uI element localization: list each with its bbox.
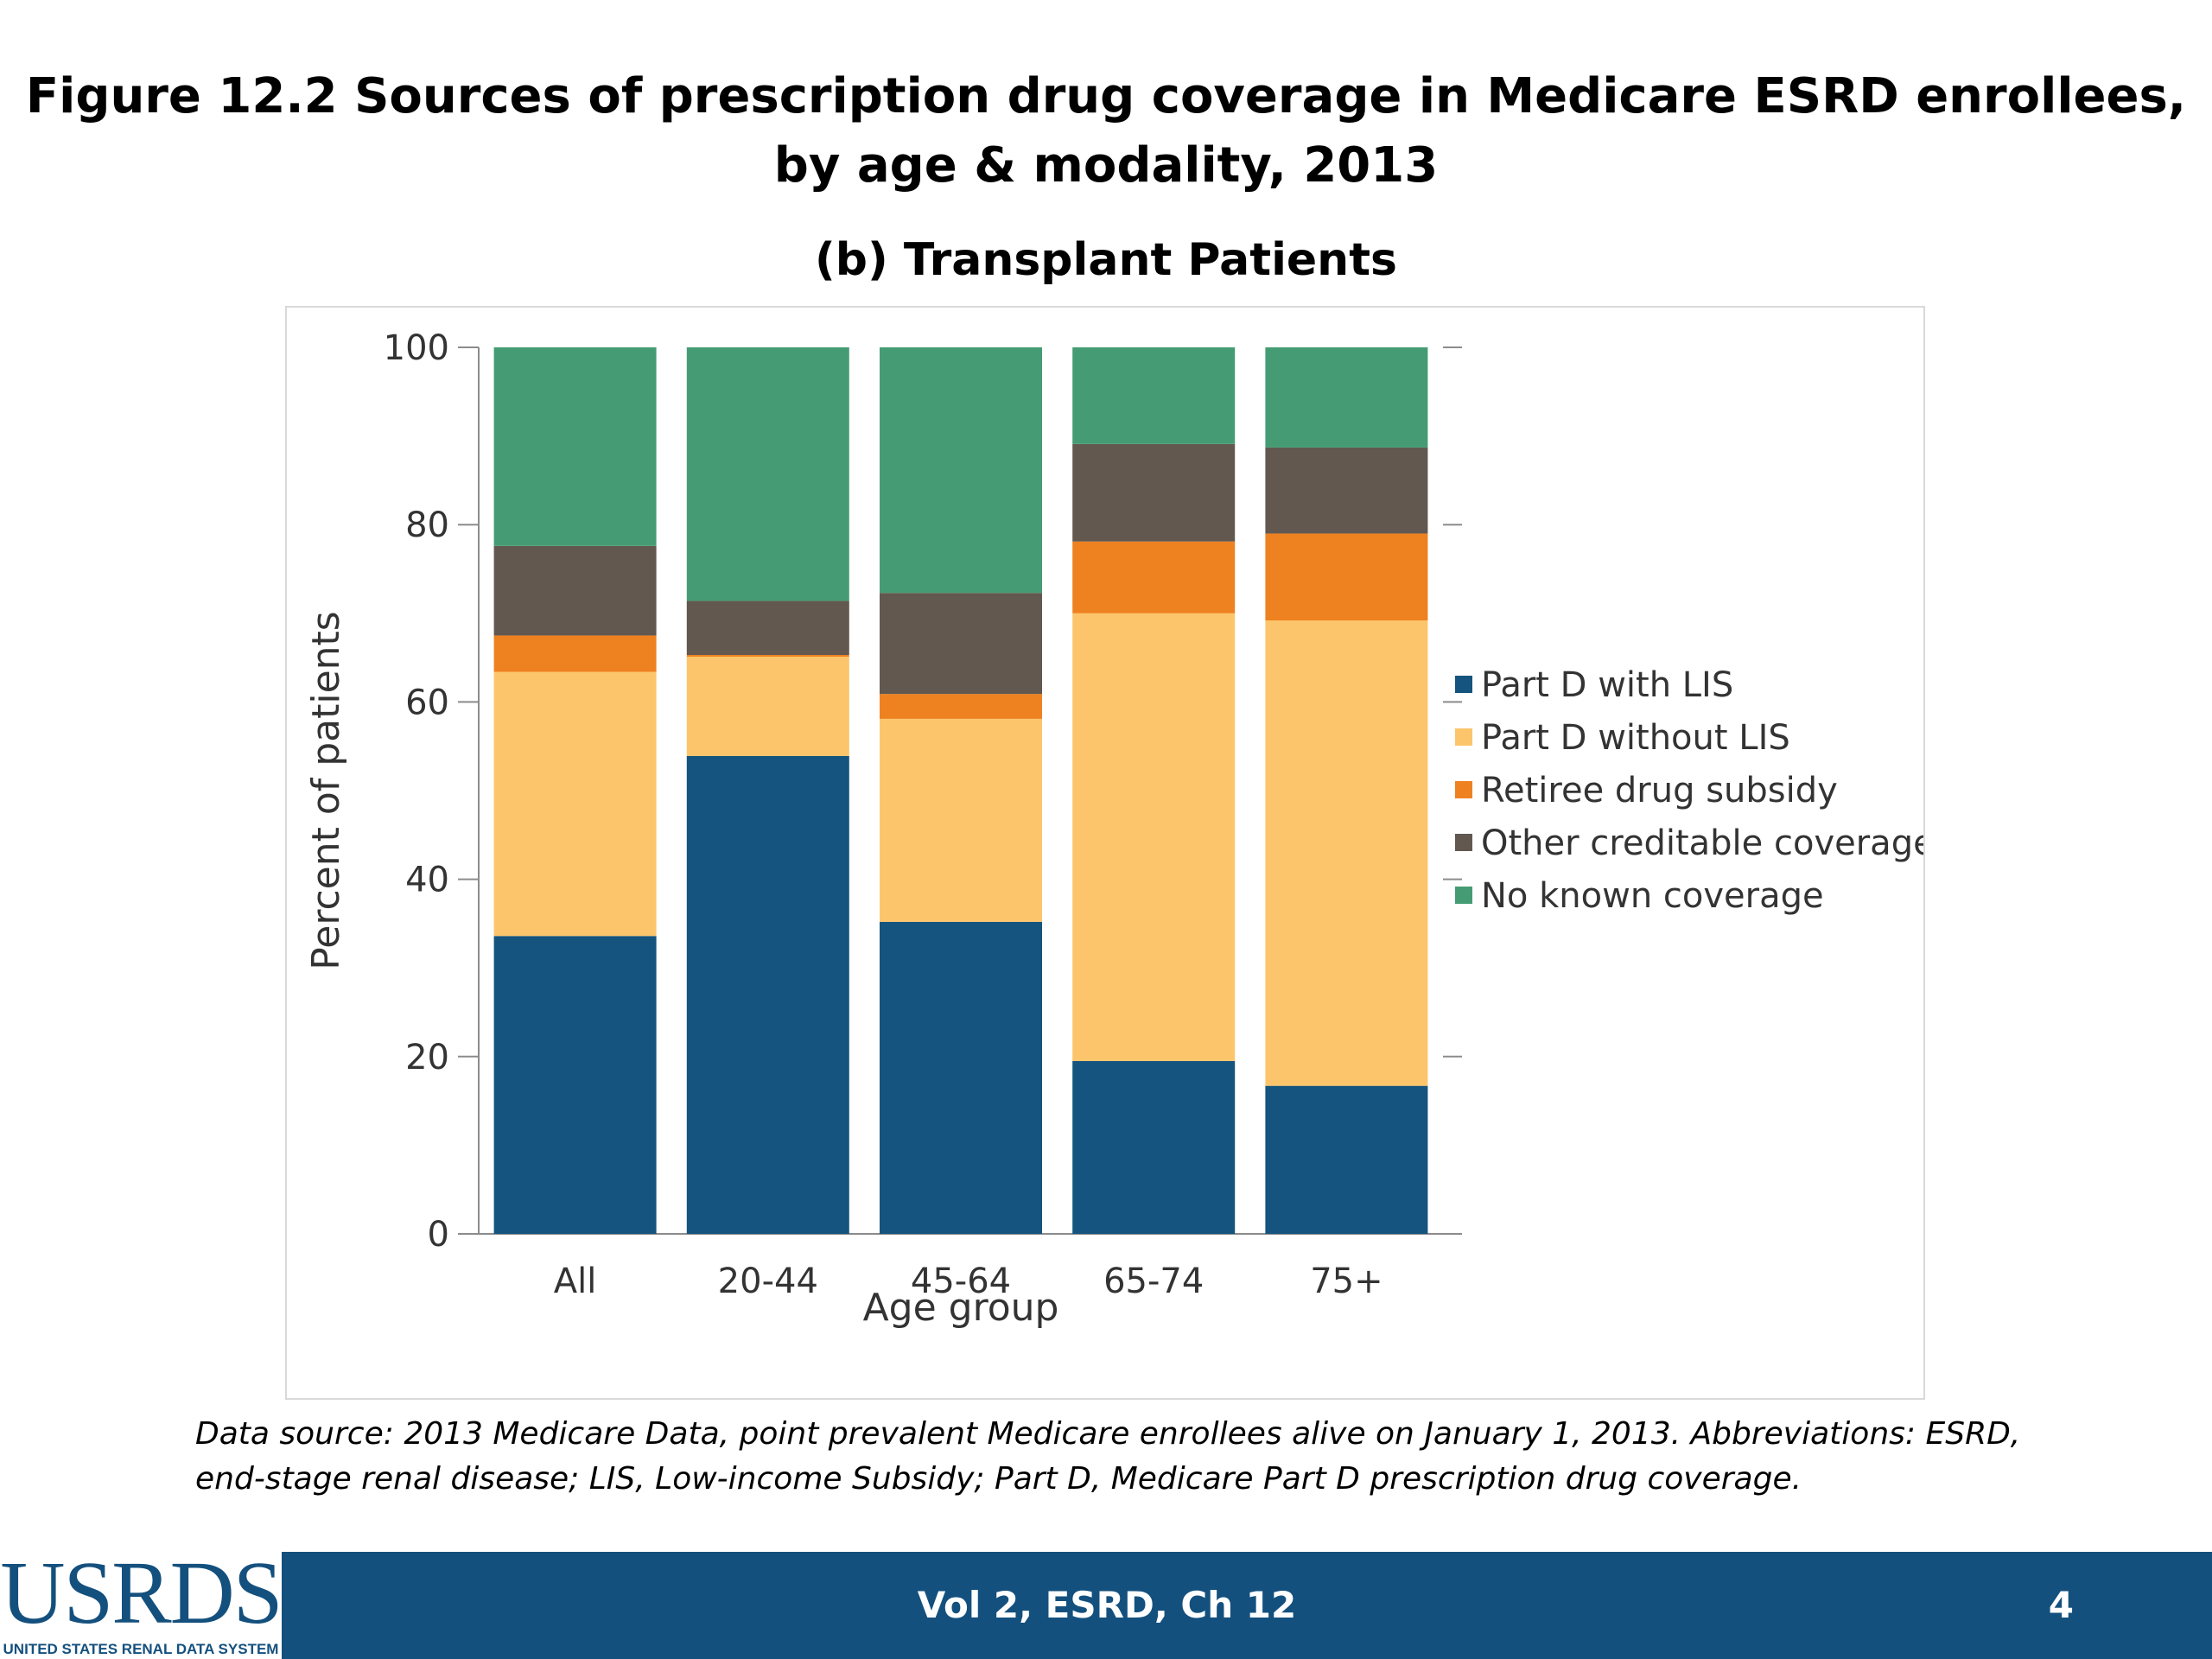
bar-segment bbox=[1265, 620, 1428, 1086]
y-tick-label: 0 bbox=[428, 1215, 449, 1255]
legend-swatch bbox=[1455, 781, 1472, 798]
bar-segment bbox=[880, 593, 1042, 695]
legend-swatch bbox=[1455, 834, 1472, 851]
logo-tagline: UNITED STATES RENAL DATA SYSTEM bbox=[3, 1641, 279, 1657]
title-line-1: Figure 12.2 Sources of prescription drug… bbox=[25, 68, 2187, 124]
y-tick-label: 20 bbox=[405, 1038, 449, 1077]
logo-wordmark: USRDS bbox=[0, 1543, 283, 1643]
legend-label: No known coverage bbox=[1481, 876, 1824, 916]
bar-segment bbox=[686, 347, 849, 601]
chart-subtitle: (b) Transplant Patients bbox=[814, 234, 1398, 286]
stacked-bar-chart: 0 20 40 60 80 100 All 20-44 45-64 65-74 75+ Age gro… bbox=[304, 328, 1923, 1330]
x-axis-title: Age group bbox=[863, 1286, 1059, 1330]
bar-segment bbox=[686, 655, 849, 658]
bar-segment bbox=[1265, 1085, 1428, 1234]
y-tick-label: 60 bbox=[405, 683, 449, 722]
legend-swatch bbox=[1455, 728, 1472, 746]
bar-segment bbox=[493, 635, 657, 672]
chart-frame: 0 20 40 60 80 100 All 20-44 45-64 65-74 75+ Age gro… bbox=[285, 306, 1925, 1400]
y-tick-label: 40 bbox=[405, 861, 449, 900]
bar-segment bbox=[1265, 447, 1428, 534]
bar-segment bbox=[686, 657, 849, 756]
x-tick-label: 65-74 bbox=[1103, 1262, 1204, 1301]
bar-segment bbox=[1072, 443, 1236, 542]
x-tick-label: 45-64 bbox=[911, 1262, 1011, 1301]
bar-segment bbox=[880, 921, 1042, 1234]
y-tick-label: 80 bbox=[405, 505, 449, 545]
bar-segment bbox=[1072, 541, 1236, 613]
bar-segment bbox=[880, 347, 1042, 594]
footer-bar: Vol 2, ESRD, Ch 12 4 bbox=[282, 1552, 2212, 1659]
bar-segment bbox=[1072, 1060, 1236, 1234]
slide-title: Figure 12.2 Sources of prescription drug… bbox=[0, 62, 2212, 200]
y-axis-title: Percent of patients bbox=[304, 611, 348, 969]
legend-label: Other creditable coverage bbox=[1481, 823, 1923, 863]
x-tick-label: 75+ bbox=[1310, 1262, 1382, 1301]
bar-segment bbox=[1265, 347, 1428, 448]
bar-segment bbox=[1072, 347, 1236, 444]
page-number: 4 bbox=[2048, 1584, 2074, 1626]
title-line-2: by age & modality, 2013 bbox=[773, 137, 1439, 194]
bar-segment bbox=[880, 694, 1042, 719]
footnote: Data source: 2013 Medicare Data, point p… bbox=[195, 1416, 2021, 1497]
usrds-logo: USRDS UNITED STATES RENAL DATA SYSTEM bbox=[0, 1543, 283, 1659]
bar-segment bbox=[1072, 613, 1236, 1061]
legend-swatch bbox=[1455, 676, 1472, 693]
legend-label: Part D without LIS bbox=[1481, 718, 1790, 758]
bar-segment bbox=[880, 718, 1042, 922]
bar-segment bbox=[493, 671, 657, 937]
bar-segment bbox=[686, 601, 849, 656]
bar-segment bbox=[1265, 533, 1428, 621]
legend-swatch bbox=[1455, 887, 1472, 904]
x-tick-label: All bbox=[554, 1262, 597, 1301]
bar-segment bbox=[493, 936, 657, 1234]
x-tick-label: 20-44 bbox=[718, 1262, 818, 1301]
legend-label: Part D with LIS bbox=[1481, 665, 1733, 705]
y-tick-label: 100 bbox=[384, 328, 449, 368]
bar-segment bbox=[493, 545, 657, 636]
bar-segment bbox=[686, 755, 849, 1234]
bar-segment bbox=[493, 347, 657, 546]
legend-label: Retiree drug subsidy bbox=[1481, 771, 1838, 810]
footer-label: Vol 2, ESRD, Ch 12 bbox=[917, 1584, 1297, 1626]
